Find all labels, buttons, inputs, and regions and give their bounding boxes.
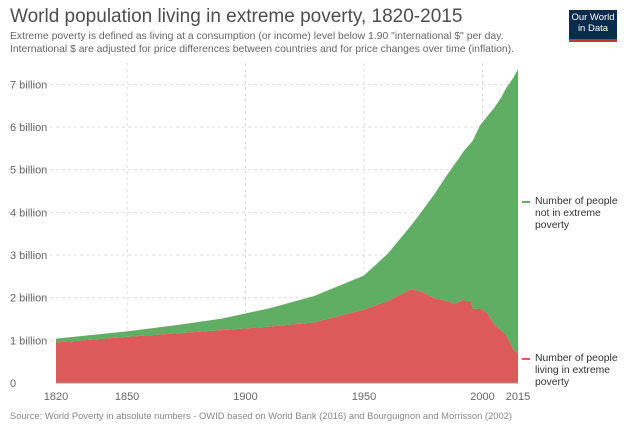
y-tick-label: 0 (10, 378, 16, 390)
owid-logo[interactable]: Our World in Data (569, 10, 617, 42)
legend-not-in-poverty[interactable]: Number of people not in extreme poverty (522, 196, 630, 232)
x-tick-label: 1820 (44, 391, 68, 403)
subtitle-line: Extreme poverty is defined as living at … (10, 31, 504, 42)
y-tick-label: 6 billion (10, 122, 47, 134)
y-tick-label: 4 billion (10, 207, 47, 219)
subtitle-line: International $ are adjusted for price d… (10, 43, 515, 55)
series-area-not-in-poverty (56, 69, 518, 354)
series-area-in-poverty (56, 289, 518, 383)
y-tick-label: 7 billion (10, 79, 47, 91)
y-tick-label: 5 billion (10, 165, 47, 177)
y-tick-label: 1 billion (10, 335, 47, 347)
legend-swatch-red (522, 358, 530, 360)
y-tick-label: 3 billion (10, 250, 47, 262)
x-tick-label: 1900 (233, 391, 257, 403)
x-tick-label: 1850 (115, 391, 139, 403)
y-tick-label: 2 billion (10, 293, 47, 305)
x-tick-label: 2000 (470, 391, 494, 403)
legend-in-poverty[interactable]: Number of people living in extreme pover… (522, 353, 630, 389)
chart-title: World population living in extreme pover… (10, 6, 463, 27)
chart-subtitle: Extreme poverty is defined as living at … (10, 31, 550, 56)
x-tick-label: 1950 (352, 391, 376, 403)
source-note: Source: World Poverty in absolute number… (10, 410, 512, 421)
legend-swatch-green (522, 201, 530, 203)
x-tick-label: 2015 (506, 391, 530, 403)
